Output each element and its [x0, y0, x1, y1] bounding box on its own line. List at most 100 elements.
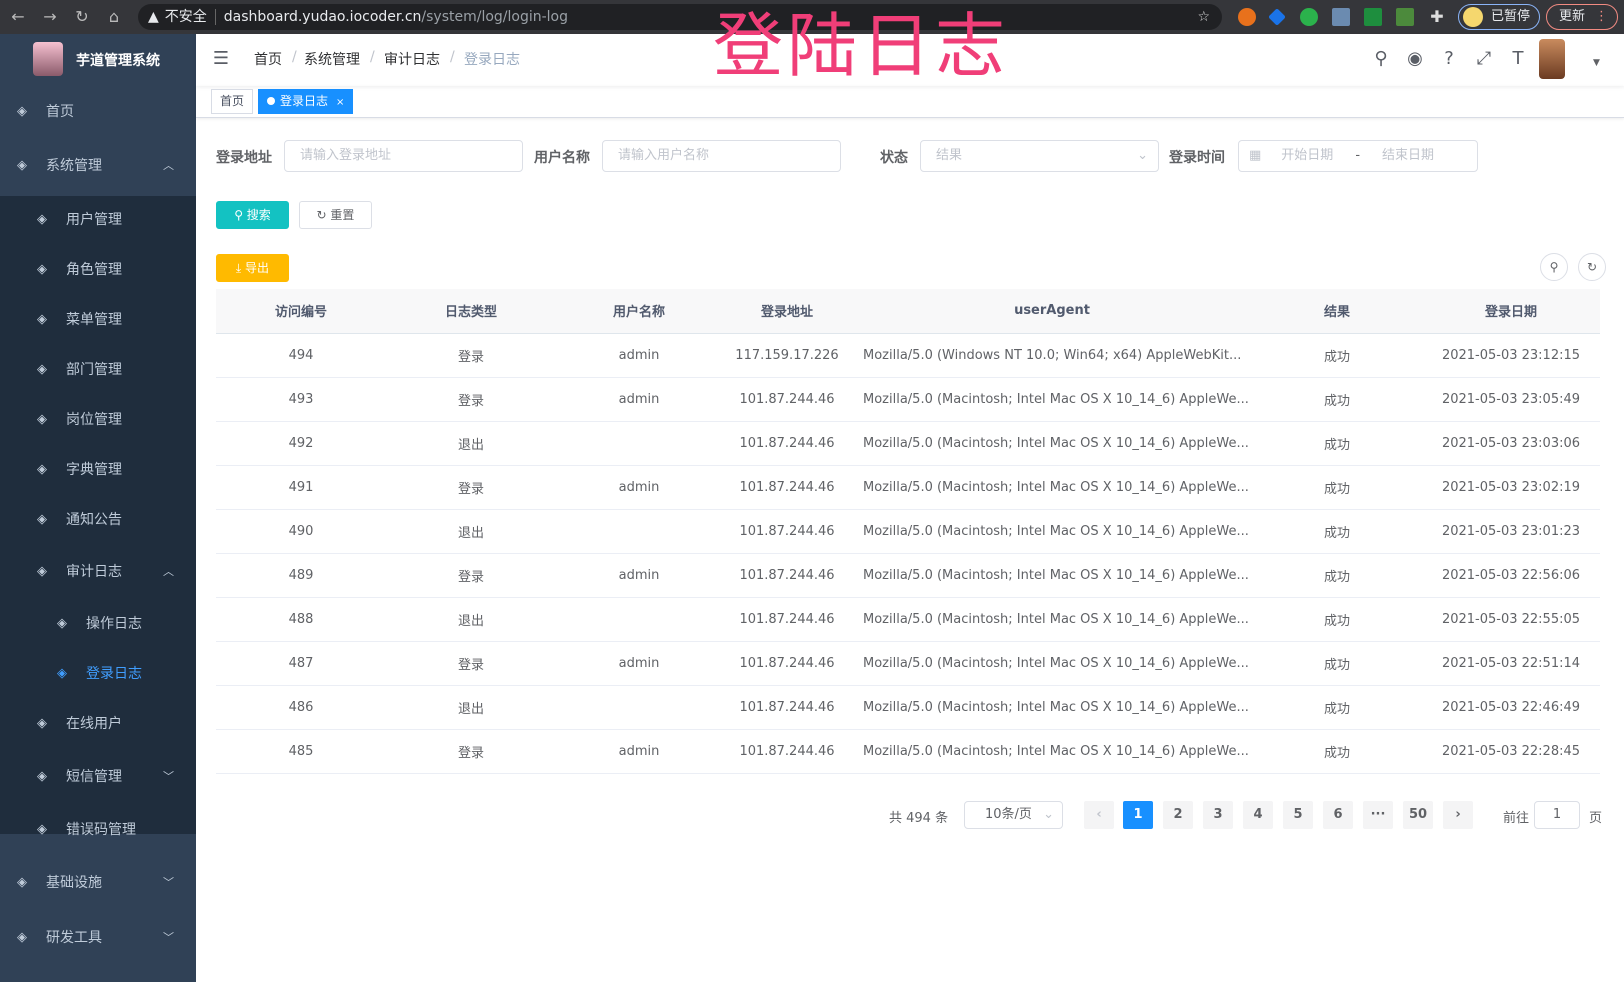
page-button[interactable]: 3	[1203, 801, 1233, 829]
url-host: dashboard.yudao.iocoder.cn	[223, 9, 422, 25]
table-cell: 2021-05-03 23:05:49	[1422, 377, 1600, 422]
tag-home[interactable]: 首页	[211, 89, 254, 114]
star-icon[interactable]: ☆	[1197, 9, 1210, 25]
sidebar-item-15[interactable]: ◈ 基础设施 ﹀	[0, 857, 196, 909]
sidebar-logo[interactable]: 芋道管理系统	[0, 34, 196, 86]
back-icon[interactable]: ←	[11, 7, 25, 26]
sidebar-item-2[interactable]: ◈ 用户管理	[0, 194, 196, 246]
table-cell: Mozilla/5.0 (Windows NT 10.0; Win64; x64…	[852, 333, 1252, 378]
sidebar-item-label: 基础设施	[46, 875, 102, 891]
breadcrumb-item[interactable]: 审计日志	[384, 52, 440, 68]
status-select[interactable]: 结果 ⌄	[920, 140, 1159, 172]
table-row[interactable]: 494 登录 admin 117.159.17.226 Mozilla/5.0 (Win…	[216, 333, 1600, 378]
chevron-down-icon: ⌄	[1043, 807, 1054, 822]
username-input[interactable]: 请输入用户名称	[602, 140, 841, 172]
page-button[interactable]: 6	[1323, 801, 1353, 829]
profile-button[interactable]: 已暂停	[1458, 4, 1540, 30]
sidebar-item-6[interactable]: ◈ 岗位管理	[0, 394, 196, 446]
reset-button[interactable]: ↻ 重置	[299, 201, 372, 229]
sidebar-item-3[interactable]: ◈ 角色管理	[0, 244, 196, 296]
search-icon[interactable]: ⚲	[1374, 48, 1388, 69]
page-button[interactable]: 2	[1163, 801, 1193, 829]
table-row[interactable]: 490 退出 101.87.244.46 Mozilla/5.0 (Macintosh…	[216, 509, 1600, 554]
help-icon[interactable]: ?	[1444, 48, 1454, 69]
overlay-title: 登陆日志	[713, 5, 1009, 87]
sidebar-item-13[interactable]: ◈ 短信管理 ﹀	[0, 751, 196, 803]
sidebar-item-16[interactable]: ◈ 研发工具 ﹀	[0, 912, 196, 964]
goto-page-input[interactable]: 1	[1534, 801, 1580, 829]
close-icon[interactable]: ×	[336, 97, 345, 108]
table-cell: 成功	[1252, 333, 1422, 378]
sidebar-item-label: 首页	[46, 104, 74, 120]
sidebar-item-14[interactable]: ◈ 错误码管理	[0, 804, 196, 856]
table-row[interactable]: 491 登录 admin 101.87.244.46 Mozilla/5.0 (Maci…	[216, 465, 1600, 510]
address-bar[interactable]: ▲ 不安全 dashboard.yudao.iocoder.cn/system/lo…	[138, 4, 1222, 30]
breadcrumb-item[interactable]: 首页	[254, 52, 282, 68]
table-row[interactable]: 486 退出 101.87.244.46 Mozilla/5.0 (Macintosh…	[216, 685, 1600, 730]
menu-dots-icon: ⋮	[1595, 9, 1609, 24]
puzzle-icon[interactable]: ✚	[1430, 7, 1444, 26]
reload-icon[interactable]: ↻	[75, 7, 89, 26]
sidebar-item-0[interactable]: ◈ 首页	[0, 86, 196, 138]
toggle-search-button[interactable]: ⚲	[1540, 253, 1568, 281]
next-page-button[interactable]: ›	[1443, 801, 1473, 829]
submenu-system	[0, 196, 196, 834]
ip-input[interactable]: 请输入登录地址	[284, 140, 523, 172]
calendar-icon: ▦	[1249, 148, 1262, 163]
search-button[interactable]: ⚲ 搜索	[216, 201, 289, 229]
gear-icon: ◈	[17, 158, 27, 173]
extension-icon[interactable]	[1268, 8, 1286, 26]
sidebar-item-11[interactable]: ◈ 登录日志	[0, 648, 196, 700]
table-cell: 成功	[1252, 553, 1422, 598]
sidebar-item-10[interactable]: ◈ 操作日志	[0, 598, 196, 650]
dashboard-icon: ◈	[17, 104, 27, 119]
table-row[interactable]: 487 登录 admin 101.87.244.46 Mozilla/5.0 (Maci…	[216, 641, 1600, 686]
page-button[interactable]: 4	[1243, 801, 1273, 829]
export-button[interactable]: ⤓ 导出	[216, 254, 289, 282]
prev-page-button[interactable]: ‹	[1084, 801, 1114, 829]
sidebar-item-5[interactable]: ◈ 部门管理	[0, 344, 196, 396]
breadcrumb-item[interactable]: 系统管理	[304, 52, 360, 68]
sidebar-item-1[interactable]: ◈ 系统管理 ︿	[0, 140, 196, 192]
chevron-down-icon: ﹀	[163, 876, 174, 889]
table-row[interactable]: 485 登录 admin 101.87.244.46 Mozilla/5.0 (Maci…	[216, 729, 1600, 774]
table-cell: 488	[216, 597, 386, 642]
github-icon[interactable]: ◉	[1407, 48, 1423, 69]
page-size-select[interactable]: 10条/页 ⌄	[964, 801, 1063, 829]
extension-icon[interactable]	[1238, 8, 1256, 26]
sidebar-item-8[interactable]: ◈ 通知公告	[0, 494, 196, 546]
page-button[interactable]: 5	[1283, 801, 1313, 829]
update-button[interactable]: 更新 ⋮	[1546, 4, 1618, 30]
extension-icon[interactable]	[1364, 8, 1382, 26]
table-cell: 成功	[1252, 465, 1422, 510]
home-icon[interactable]: ⌂	[108, 7, 120, 26]
hamburger-icon[interactable]: ☰	[212, 48, 230, 69]
tag-login-log[interactable]: 登录日志 ×	[258, 89, 354, 114]
fullscreen-icon[interactable]: ⤢	[1476, 48, 1492, 69]
date-range-picker[interactable]: ▦ 开始日期 - 结束日期	[1238, 140, 1478, 172]
avatar[interactable]	[1539, 39, 1565, 79]
table-row[interactable]: 492 退出 101.87.244.46 Mozilla/5.0 (Macintosh…	[216, 421, 1600, 466]
sidebar-item-12[interactable]: ◈ 在线用户	[0, 698, 196, 750]
extension-icon[interactable]	[1332, 8, 1350, 26]
table-cell: 登录	[386, 465, 556, 510]
page-button[interactable]: ···	[1363, 801, 1393, 829]
tree-icon: ◈	[37, 362, 47, 377]
sidebar-item-4[interactable]: ◈ 菜单管理	[0, 294, 196, 346]
sidebar-item-9[interactable]: ◈ 审计日志 ︿	[0, 546, 196, 598]
table-row[interactable]: 489 登录 admin 101.87.244.46 Mozilla/5.0 (Maci…	[216, 553, 1600, 598]
table-row[interactable]: 493 登录 admin 101.87.244.46 Mozilla/5.0 (Maci…	[216, 377, 1600, 422]
sidebar-item-label: 登录日志	[86, 666, 142, 682]
table-row[interactable]: 488 退出 101.87.244.46 Mozilla/5.0 (Macintosh…	[216, 597, 1600, 642]
caret-down-icon[interactable]: ▼	[1593, 58, 1600, 68]
monitor-icon: ◈	[17, 875, 27, 890]
extension-icon[interactable]	[1300, 8, 1318, 26]
forward-icon[interactable]: →	[43, 7, 57, 26]
refresh-button[interactable]: ↻	[1578, 253, 1606, 281]
font-size-icon[interactable]: T	[1512, 48, 1524, 69]
sidebar-item-7[interactable]: ◈ 字典管理	[0, 444, 196, 496]
table-cell: 101.87.244.46	[722, 421, 852, 466]
page-button[interactable]: 50	[1403, 801, 1433, 829]
page-button[interactable]: 1	[1123, 801, 1153, 829]
extension-icon[interactable]	[1396, 8, 1414, 26]
